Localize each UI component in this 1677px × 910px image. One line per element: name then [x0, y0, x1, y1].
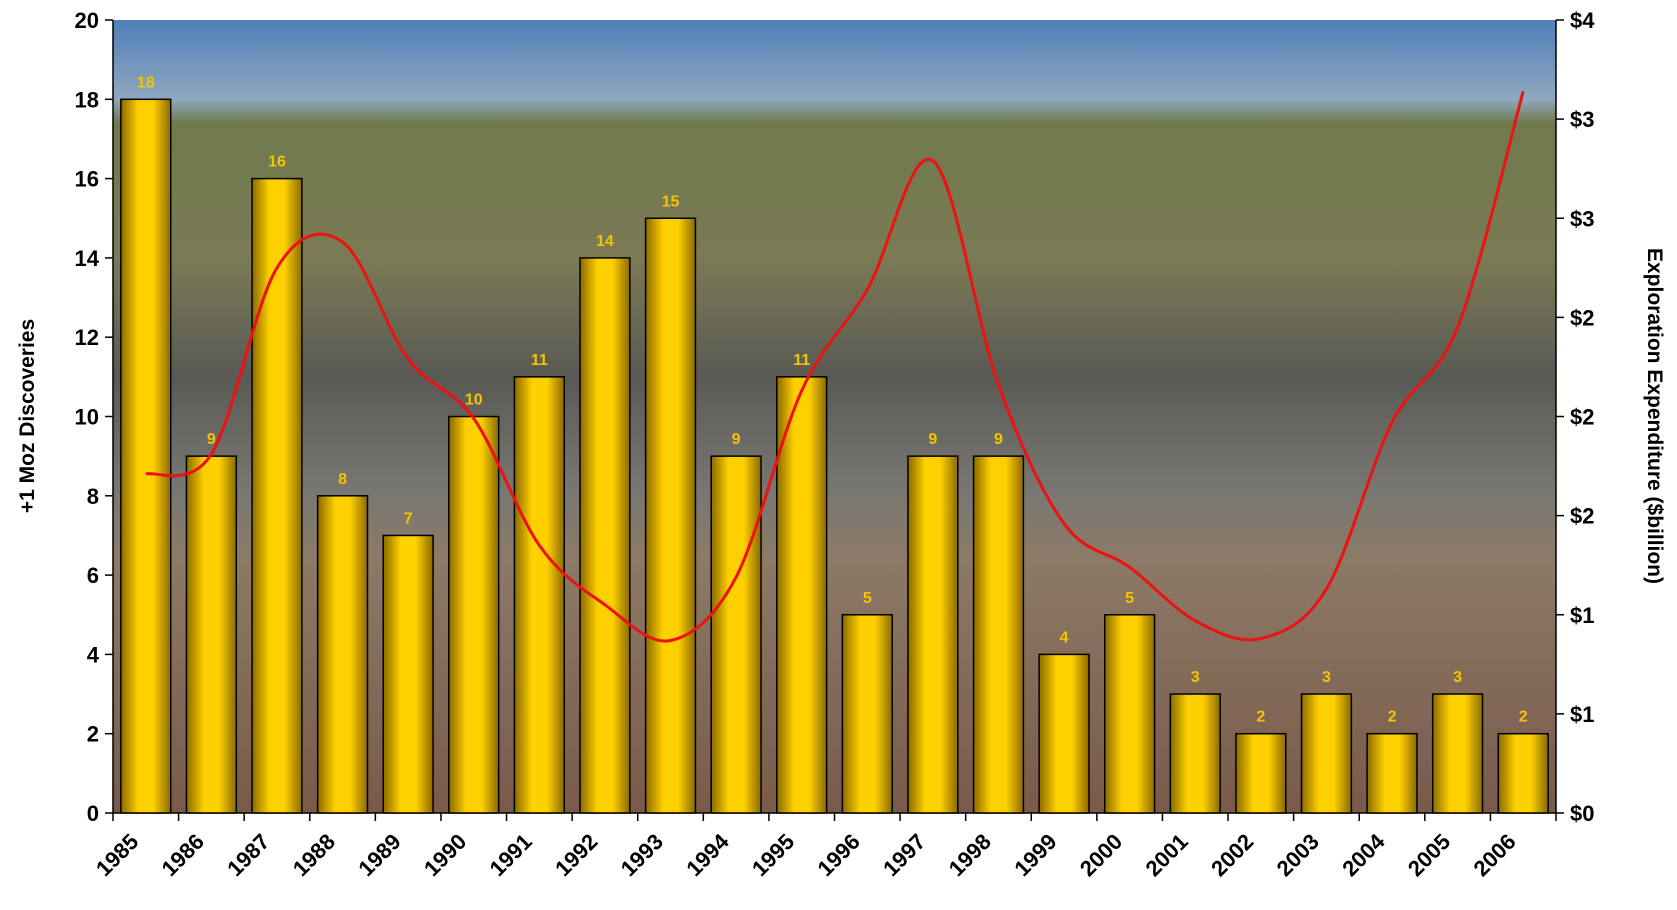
x-tick-label: 2002	[1206, 829, 1258, 881]
y-tick-label: 6	[87, 563, 99, 588]
data-label: 11	[531, 352, 548, 369]
data-label: 16	[268, 154, 286, 171]
x-tick-label: 1999	[1009, 829, 1061, 881]
x-tick-label: 1995	[747, 829, 799, 881]
y-tick-label: 14	[75, 246, 100, 271]
x-tick-label: 1997	[878, 829, 930, 881]
y-tick-label: 8	[87, 484, 99, 509]
bar	[776, 376, 828, 814]
y2-tick-label: $4	[1570, 8, 1595, 33]
y-tick-label: 18	[75, 87, 99, 112]
bar	[841, 614, 893, 814]
y-tick-label: 20	[75, 8, 99, 33]
x-tick-label: 1986	[157, 829, 209, 881]
data-label: 15	[662, 193, 680, 210]
data-label: 11	[793, 352, 810, 369]
x-tick-label: 1996	[813, 829, 865, 881]
bar	[185, 455, 238, 814]
y-tick-label: 12	[75, 325, 99, 350]
bar	[1038, 653, 1090, 814]
bar	[1366, 732, 1418, 814]
bar	[1169, 693, 1221, 814]
y2-tick-label: $3	[1570, 107, 1594, 132]
y-tick-label: 4	[87, 642, 100, 667]
x-tick-label: 1992	[550, 829, 602, 881]
data-label: 9	[732, 431, 741, 448]
bar	[251, 177, 303, 814]
bar	[316, 495, 369, 814]
data-label: 2	[1256, 709, 1265, 726]
bar	[579, 257, 631, 814]
y2-tick-label: $2	[1570, 504, 1594, 529]
bar	[907, 455, 959, 814]
x-tick-label: 1990	[419, 829, 471, 881]
bar	[382, 534, 434, 814]
x-tick-label: 2001	[1140, 829, 1192, 881]
data-label: 3	[1453, 669, 1462, 686]
data-label: 8	[338, 471, 347, 488]
line	[145, 90, 1525, 643]
bar	[710, 455, 762, 814]
data-label: 7	[404, 510, 413, 527]
bar	[972, 455, 1025, 814]
data-label: 9	[928, 431, 937, 448]
bar	[1103, 614, 1156, 814]
bar	[120, 98, 172, 814]
bar	[1300, 693, 1353, 814]
x-tick-label: 1998	[944, 829, 996, 881]
bar	[1235, 732, 1287, 814]
bar	[1497, 732, 1549, 814]
x-tick-label: 1989	[353, 829, 405, 881]
data-label: 9	[207, 431, 216, 448]
y-tick-label: 0	[87, 801, 99, 826]
data-label: 14	[596, 233, 614, 250]
data-label: 5	[863, 590, 872, 607]
bar	[644, 217, 697, 814]
data-label: 9	[994, 431, 1003, 448]
data-label: 3	[1322, 669, 1331, 686]
y-axis-title: +1 Moz Discoveries	[16, 319, 39, 513]
data-label: 2	[1519, 709, 1528, 726]
y2-tick-label: $2	[1570, 405, 1594, 430]
y-tick-label: 10	[75, 405, 99, 430]
x-tick-label: 2005	[1403, 829, 1455, 881]
data-label: 18	[137, 74, 155, 91]
data-label: 10	[465, 392, 483, 409]
y2-tick-label: $0	[1570, 801, 1594, 826]
x-tick-label: 1991	[485, 829, 537, 881]
x-tick-label: 1994	[681, 828, 734, 881]
x-tick-label: 2003	[1272, 829, 1324, 881]
y2-tick-label: $2	[1570, 305, 1594, 330]
y2-tick-label: $3	[1570, 206, 1594, 231]
data-label: 4	[1060, 629, 1069, 646]
bar	[513, 376, 566, 814]
y2-tick-label: $1	[1570, 603, 1594, 628]
y2-tick-label: $1	[1570, 702, 1594, 727]
bar	[1431, 693, 1484, 814]
data-label: 2	[1388, 709, 1397, 726]
y-tick-label: 16	[75, 167, 99, 192]
x-tick-label: 2004	[1337, 828, 1390, 881]
x-tick-label: 1988	[288, 829, 340, 881]
data-label: 3	[1191, 669, 1200, 686]
x-tick-label: 2000	[1075, 829, 1127, 881]
x-tick-label: 1985	[91, 829, 143, 881]
x-tick-label: 1993	[616, 829, 668, 881]
bar	[448, 415, 500, 814]
data-label: 5	[1125, 590, 1134, 607]
x-tick-label: 2006	[1468, 829, 1520, 881]
y-tick-label: 2	[87, 722, 99, 747]
y2-axis-title: Exploration Expenditure ($billion)	[1643, 248, 1666, 584]
x-tick-label: 1987	[222, 829, 274, 881]
